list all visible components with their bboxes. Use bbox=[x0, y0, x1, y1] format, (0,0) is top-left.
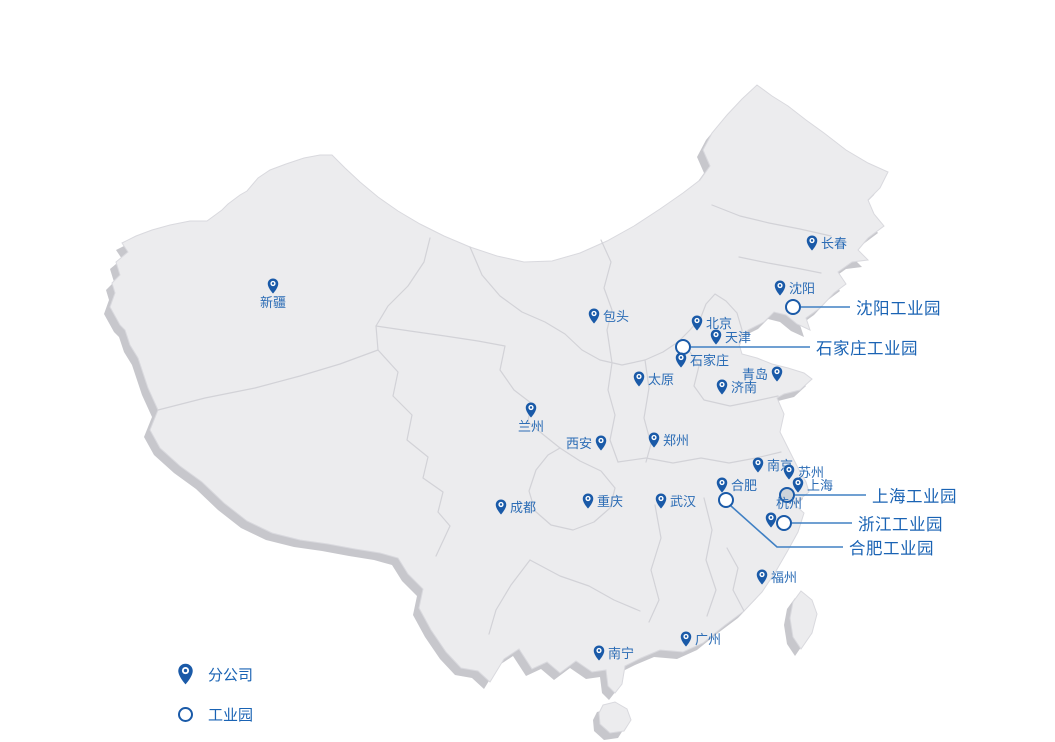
city-label: 合肥 bbox=[731, 478, 758, 493]
legend-branch-row: 分公司 bbox=[176, 662, 253, 686]
legend: 分公司 工业园 bbox=[176, 662, 253, 742]
branch-pin-icon bbox=[593, 645, 605, 661]
branch-pin-icon bbox=[680, 631, 692, 647]
city-label: 天津 bbox=[725, 330, 752, 345]
branch-pin-icon bbox=[752, 457, 764, 473]
callout-line-hefei-park bbox=[730, 505, 843, 548]
branch-pin-icon bbox=[633, 371, 645, 387]
mainland-shape bbox=[109, 84, 889, 694]
city-label: 福州 bbox=[771, 570, 798, 585]
park-ring-hefei-park[interactable] bbox=[717, 491, 734, 508]
city-label: 新疆 bbox=[259, 295, 287, 310]
branch-pin-icon bbox=[176, 663, 194, 685]
branch-pin-icon bbox=[765, 512, 777, 528]
city-label: 广州 bbox=[695, 632, 722, 647]
city-label: 苏州 bbox=[798, 465, 825, 480]
park-label-shijiazhuang-park: 石家庄工业园 bbox=[816, 340, 918, 358]
branch-pin-icon bbox=[675, 352, 687, 368]
park-circle-icon bbox=[176, 706, 194, 722]
taiwan-island bbox=[789, 590, 818, 650]
branch-pin-icon bbox=[756, 569, 768, 585]
city-label: 青岛 bbox=[741, 367, 768, 382]
branch-pin-icon bbox=[783, 464, 795, 480]
branch-pin-icon bbox=[710, 329, 722, 345]
branch-pin-icon bbox=[691, 315, 703, 331]
branch-pin-icon bbox=[771, 366, 783, 382]
park-label-shanghai-park: 上海工业园 bbox=[872, 488, 957, 506]
province-borders bbox=[157, 204, 832, 635]
city-label: 济南 bbox=[731, 380, 758, 395]
park-label-zhejiang-park: 浙江工业园 bbox=[858, 516, 943, 534]
city-label: 郑州 bbox=[663, 433, 690, 448]
branch-pin-icon bbox=[588, 308, 600, 324]
city-label: 武汉 bbox=[670, 494, 697, 509]
city-label: 重庆 bbox=[597, 494, 624, 509]
branch-pin-icon bbox=[525, 402, 537, 418]
branch-pin-icon bbox=[267, 278, 279, 294]
park-label-hefei-park: 合肥工业园 bbox=[849, 540, 934, 558]
park-ring-zhejiang-park[interactable] bbox=[775, 514, 792, 531]
city-label: 沈阳 bbox=[789, 281, 816, 296]
city-label: 北京 bbox=[706, 316, 733, 331]
branch-pin-icon bbox=[716, 477, 728, 493]
map-land bbox=[109, 84, 889, 734]
city-label: 兰州 bbox=[517, 419, 545, 434]
hainan-island bbox=[598, 701, 632, 734]
park-ring-shanghai-park[interactable] bbox=[778, 486, 795, 503]
city-label: 南宁 bbox=[608, 646, 635, 661]
city-label: 上海 bbox=[807, 478, 834, 493]
branch-pin-icon bbox=[655, 493, 667, 509]
branch-pin-icon bbox=[792, 477, 804, 493]
city-label: 西安 bbox=[565, 436, 592, 451]
branch-pin-icon bbox=[177, 663, 193, 685]
park-label-shenyang-park: 沈阳工业园 bbox=[856, 300, 941, 318]
city-label: 杭州 bbox=[776, 496, 803, 511]
park-ring-shenyang-park[interactable] bbox=[784, 298, 801, 315]
callout-lines bbox=[691, 306, 866, 548]
branch-pin-icon bbox=[716, 379, 728, 395]
branch-pin-icon bbox=[495, 499, 507, 515]
city-label: 成都 bbox=[510, 500, 537, 515]
branch-pin-icon bbox=[595, 435, 607, 451]
branch-pin-icon bbox=[806, 235, 818, 251]
city-label: 太原 bbox=[648, 372, 675, 387]
city-label: 长春 bbox=[821, 236, 848, 251]
legend-park-row: 工业园 bbox=[176, 702, 253, 726]
city-label: 石家庄 bbox=[690, 353, 730, 368]
city-label: 包头 bbox=[603, 309, 630, 324]
branch-pin-icon bbox=[648, 432, 660, 448]
legend-park-label: 工业园 bbox=[208, 706, 254, 724]
branch-pin-icon bbox=[582, 493, 594, 509]
branch-pin-icon bbox=[774, 280, 786, 296]
legend-branch-label: 分公司 bbox=[208, 666, 254, 684]
